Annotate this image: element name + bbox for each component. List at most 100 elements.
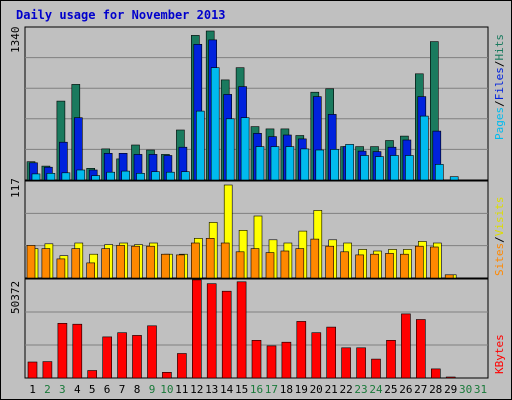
bar-pages-day-18 (285, 146, 295, 181)
panel-2 (24, 180, 489, 279)
bar-sites-day-5 (86, 262, 95, 279)
bar-pages-day-11 (181, 171, 190, 181)
x-tick-label-day-31: 31 (474, 383, 487, 396)
panel2-legend: Sites/Visits (493, 197, 506, 277)
bar-sites-day-17 (265, 252, 275, 279)
x-tick-label-day-15: 15 (235, 383, 248, 396)
bar-kbytes-day-20 (311, 332, 322, 379)
bar-sites-day-15 (235, 251, 245, 279)
x-tick-label-day-5: 5 (89, 383, 96, 396)
bar-kbytes-day-24 (371, 358, 381, 379)
bar-pages-day-16 (255, 146, 265, 181)
x-tick-label-day-7: 7 (119, 383, 126, 396)
bar-pages-day-3 (61, 172, 71, 181)
bar-pages-day-26 (405, 155, 414, 181)
bar-sites-day-11 (176, 254, 185, 279)
x-tick-label-day-3: 3 (59, 383, 66, 396)
x-tick-label-day-28: 28 (429, 383, 442, 396)
bar-kbytes-day-11 (177, 353, 187, 379)
x-tick-label-day-23: 23 (354, 383, 367, 396)
bar-kbytes-day-22 (341, 347, 351, 379)
bar-pages-day-19 (300, 148, 310, 181)
legend-files: Files (493, 67, 506, 100)
bar-kbytes-day-28 (430, 368, 441, 379)
bar-kbytes-day-3 (57, 322, 68, 379)
bar-kbytes-day-12 (192, 279, 202, 379)
x-tick-label-day-8: 8 (134, 383, 141, 396)
bar-sites-day-3 (56, 258, 66, 279)
bar-sites-day-1 (26, 245, 36, 279)
panel1-legend: Pages/Files/Hits (493, 34, 506, 140)
legend-separator: / (493, 61, 506, 68)
bar-sites-day-29 (444, 274, 454, 279)
bar-pages-day-5 (91, 175, 100, 181)
panel3-ymax-label: 50372 (9, 281, 22, 314)
bar-kbytes-day-2 (42, 361, 53, 379)
bar-sites-day-4 (71, 248, 81, 279)
bar-sites-day-19 (295, 248, 305, 279)
bar-pages-day-7 (121, 170, 130, 181)
x-tick-label-day-24: 24 (369, 383, 383, 396)
bar-kbytes-day-18 (281, 341, 292, 379)
bar-pages-day-9 (151, 171, 160, 181)
bar-sites-day-23 (355, 254, 364, 279)
bar-sites-day-21 (325, 245, 335, 279)
bar-kbytes-day-9 (147, 325, 157, 379)
bar-kbytes-day-16 (251, 339, 262, 379)
bar-kbytes-day-15 (236, 281, 247, 379)
x-tick-label-day-27: 27 (414, 383, 427, 396)
bar-kbytes-day-5 (87, 370, 97, 379)
x-tick-label-day-4: 4 (74, 383, 81, 396)
bar-sites-day-20 (310, 238, 320, 279)
x-tick-label-day-14: 14 (220, 383, 234, 396)
x-tick-label-day-18: 18 (280, 383, 293, 396)
x-tick-label-day-12: 12 (190, 383, 203, 396)
x-tick-label-day-10: 10 (160, 383, 173, 396)
x-tick-label-day-6: 6 (104, 383, 111, 396)
bar-sites-day-27 (414, 245, 424, 279)
bar-sites-day-8 (131, 245, 140, 279)
bar-pages-day-28 (434, 164, 444, 181)
x-tick-label-day-2: 2 (44, 383, 51, 396)
x-tick-label-day-22: 22 (339, 383, 352, 396)
legend-kbytes: KBytes (493, 334, 506, 374)
x-tick-label-day-20: 20 (310, 383, 323, 396)
bar-pages-day-27 (419, 115, 429, 181)
bar-sites-day-24 (370, 253, 379, 279)
bar-kbytes-day-7 (117, 332, 127, 379)
bar-pages-day-21 (330, 149, 340, 181)
panel1-ymax-label: 1340 (9, 27, 22, 54)
chart-panels (24, 26, 489, 379)
bar-pages-day-1 (31, 173, 41, 181)
bar-sites-day-10 (161, 253, 170, 279)
bar-pages-day-20 (315, 149, 325, 181)
x-tick-label-day-17: 17 (265, 383, 278, 396)
bar-kbytes-day-23 (356, 347, 366, 379)
x-tick-label-day-25: 25 (384, 383, 397, 396)
bar-kbytes-day-6 (102, 336, 112, 379)
bar-kbytes-day-8 (132, 335, 142, 379)
bar-kbytes-day-14 (221, 290, 232, 379)
bar-pages-day-24 (375, 156, 384, 181)
legend-separator: / (493, 236, 506, 243)
panel2-ymax-label: 117 (9, 178, 22, 198)
bar-kbytes-day-10 (162, 371, 172, 379)
chart-title: Daily usage for November 2013 (16, 8, 226, 22)
bar-pages-day-4 (76, 169, 86, 181)
legend-sites: Sites (493, 243, 506, 276)
bar-sites-day-6 (101, 248, 110, 279)
bar-pages-day-15 (240, 117, 250, 181)
bar-pages-day-10 (166, 171, 175, 181)
bar-sites-day-9 (146, 245, 155, 279)
legend-hits: Hits (493, 34, 506, 61)
bar-kbytes-day-25 (386, 339, 396, 379)
x-tick-label-day-16: 16 (250, 383, 263, 396)
x-tick-label-day-11: 11 (175, 383, 188, 396)
panel3-legend: KBytes (493, 334, 506, 374)
bar-sites-day-2 (41, 248, 51, 279)
bar-kbytes-day-17 (266, 345, 277, 379)
bar-sites-day-13 (205, 238, 215, 279)
panel-3 (24, 278, 489, 379)
